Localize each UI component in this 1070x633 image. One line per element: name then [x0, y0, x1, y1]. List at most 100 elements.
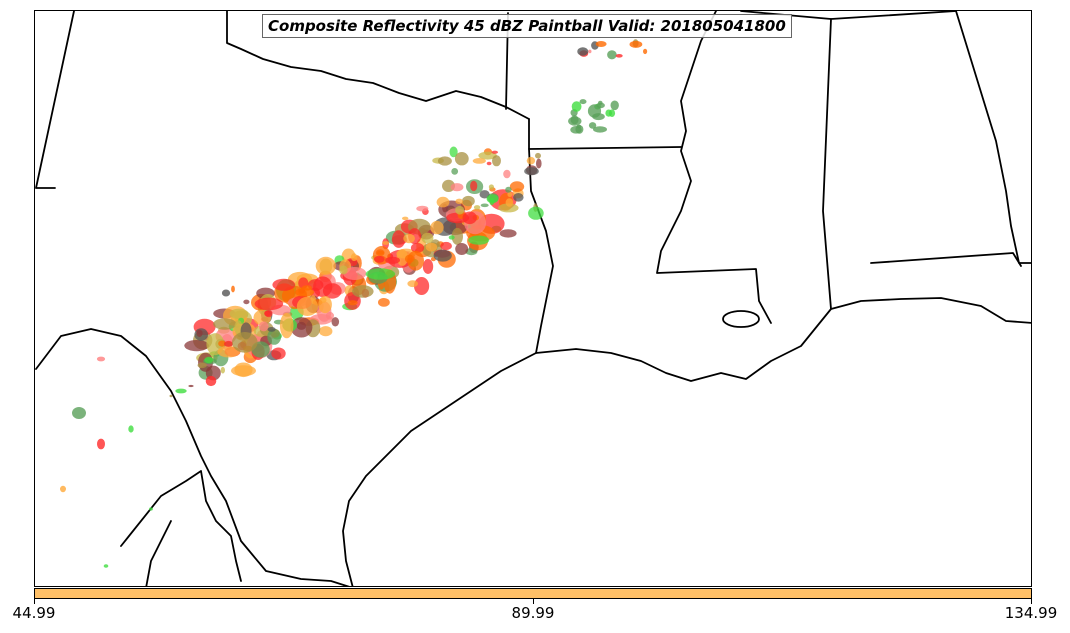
radar-cell [403, 233, 415, 244]
mexico-state-line [120, 470, 242, 582]
radar-cell [593, 126, 607, 133]
radar-cell [396, 249, 408, 266]
radar-cell [472, 158, 486, 164]
radar-cell [507, 191, 513, 197]
colorbar-tick-label-min: 44.99 [12, 604, 56, 622]
radar-cell [407, 280, 419, 288]
red-river-border [226, 11, 530, 120]
radar-cell [596, 102, 605, 109]
radar-cell [224, 340, 233, 347]
radar-cell [97, 438, 105, 450]
radar-cell [492, 155, 501, 167]
radar-cell [454, 152, 469, 166]
radar-cell [382, 241, 390, 245]
radar-cell [220, 366, 225, 374]
ar-la-border [528, 118, 682, 150]
radar-cell [410, 242, 425, 253]
radar-cell [318, 296, 332, 314]
radar-cell [232, 332, 258, 353]
colorbar-tick [533, 599, 534, 604]
radar-cell [499, 229, 517, 238]
radar-cell [407, 250, 424, 271]
radar-cell [615, 54, 623, 58]
radar-cell [392, 230, 406, 248]
mississippi-river [656, 11, 772, 324]
radar-cell [231, 285, 235, 293]
map-title: Composite Reflectivity 45 dBZ Paintball … [262, 14, 792, 38]
radar-cell [347, 300, 358, 306]
colorbar-tick [34, 599, 35, 604]
radar-cell [480, 203, 489, 208]
radar-cell [462, 195, 475, 207]
radar-cell [595, 41, 607, 47]
radar-cell [103, 564, 109, 568]
radar-cell [217, 346, 241, 358]
ms-al-border [822, 18, 832, 310]
radar-cell [629, 40, 643, 48]
radar-cell [258, 321, 269, 332]
radar-cell [229, 308, 249, 319]
radar-cell [470, 180, 478, 192]
radar-cell [576, 124, 582, 129]
radar-cell [486, 194, 499, 204]
fl-al-border [870, 252, 1022, 267]
radar-cell [352, 285, 374, 298]
radar-cell [478, 151, 497, 160]
radar-cell [488, 184, 494, 190]
radar-cell [221, 289, 231, 297]
radar-cell [374, 255, 385, 263]
radar-cell [436, 196, 450, 208]
radar-cell [440, 241, 452, 251]
radar-cell [196, 329, 203, 337]
radar-cell [450, 183, 464, 192]
radar-cell [451, 227, 463, 245]
radar-cell [455, 198, 464, 204]
radar-cell [536, 158, 542, 169]
map-canvas [35, 11, 1031, 586]
radar-cell [60, 485, 66, 493]
radar-cell [378, 298, 390, 307]
radar-cell [343, 267, 367, 280]
colorbar-tick-label-mid: 89.99 [511, 604, 555, 622]
radar-cell [513, 193, 524, 202]
radar-cell [96, 356, 106, 362]
radar-cell [218, 340, 226, 347]
al-ga-border [955, 11, 1031, 264]
radar-cell [234, 320, 243, 336]
sabine-border [528, 148, 554, 354]
radar-cell [72, 407, 86, 419]
radar-cell [271, 347, 286, 360]
radar-cell [433, 249, 452, 262]
radar-cell [184, 340, 209, 352]
radar-cell [449, 146, 458, 158]
radar-cell [486, 161, 492, 166]
radar-cell [272, 278, 296, 291]
colorbar [34, 588, 1032, 599]
radar-cell [571, 101, 582, 112]
radar-cell [188, 384, 194, 388]
radar-cell [607, 50, 617, 60]
radar-cell [535, 152, 541, 159]
radar-cell [437, 156, 452, 166]
radar-cell [498, 203, 519, 213]
radar-cell [243, 299, 250, 305]
radar-cell [331, 317, 340, 327]
radar-cell [473, 205, 481, 210]
map-panel [34, 10, 1032, 587]
radar-cell [505, 198, 514, 207]
gulf-coast [342, 297, 1031, 586]
colorbar-tick-label-max: 134.99 [1004, 604, 1058, 622]
radar-cell [402, 216, 409, 221]
radar-cell [264, 310, 273, 318]
radar-cell [608, 109, 616, 117]
radar-cell [421, 232, 434, 244]
radar-cell [301, 285, 312, 291]
radar-cell [425, 242, 438, 252]
radar-cell [524, 167, 539, 176]
radar-cell [455, 243, 469, 255]
mexico-state-line-2 [145, 520, 172, 586]
radar-cell [479, 190, 490, 199]
radar-cell [422, 259, 434, 274]
radar-cell [577, 47, 589, 56]
radar-cell [588, 49, 592, 54]
